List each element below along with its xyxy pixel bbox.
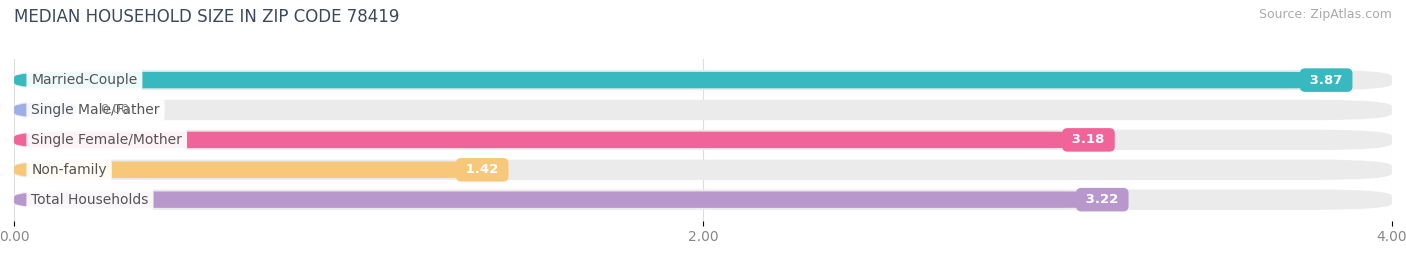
Text: 0.00: 0.00 [100, 104, 129, 116]
FancyBboxPatch shape [14, 70, 1392, 90]
FancyBboxPatch shape [14, 100, 1392, 120]
Text: 3.18: 3.18 [1067, 133, 1109, 146]
FancyBboxPatch shape [14, 130, 1392, 150]
FancyBboxPatch shape [14, 192, 1123, 208]
Text: 1.42: 1.42 [461, 163, 503, 176]
FancyBboxPatch shape [14, 132, 1109, 148]
Text: Total Households: Total Households [31, 193, 149, 207]
Text: Single Male/Father: Single Male/Father [31, 103, 160, 117]
Text: 3.22: 3.22 [1081, 193, 1123, 206]
Text: MEDIAN HOUSEHOLD SIZE IN ZIP CODE 78419: MEDIAN HOUSEHOLD SIZE IN ZIP CODE 78419 [14, 8, 399, 26]
Text: Married-Couple: Married-Couple [31, 73, 138, 87]
FancyBboxPatch shape [14, 162, 503, 178]
FancyBboxPatch shape [14, 189, 1392, 210]
Text: Non-family: Non-family [31, 163, 107, 177]
Text: Single Female/Mother: Single Female/Mother [31, 133, 183, 147]
FancyBboxPatch shape [14, 160, 1392, 180]
FancyBboxPatch shape [14, 72, 1347, 88]
Text: Source: ZipAtlas.com: Source: ZipAtlas.com [1258, 8, 1392, 21]
Text: 3.87: 3.87 [1305, 74, 1347, 87]
FancyBboxPatch shape [14, 102, 76, 118]
